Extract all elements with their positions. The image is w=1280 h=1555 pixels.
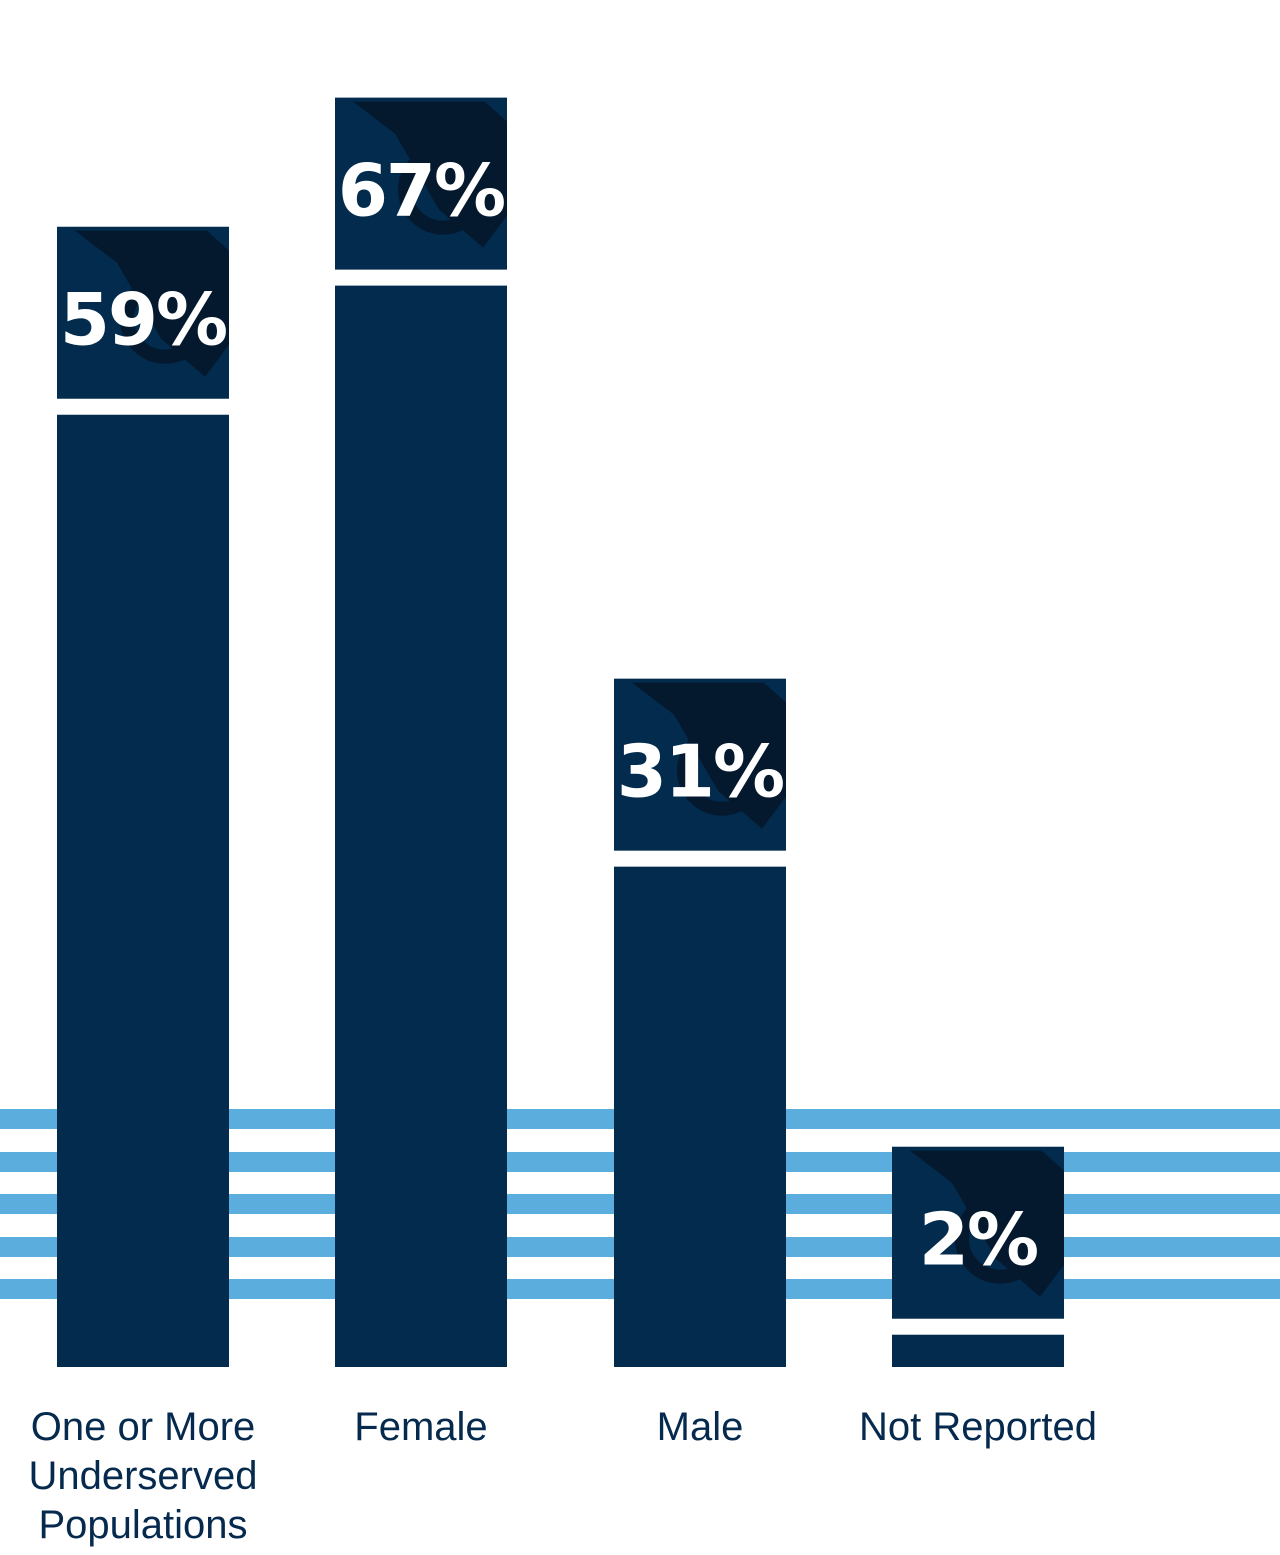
category-label-line: Underserved xyxy=(28,1454,257,1498)
category-label: One or More Underserved Populations xyxy=(28,1405,257,1547)
category-label: Not Reported xyxy=(859,1405,1097,1449)
category-label-line: Populations xyxy=(38,1503,247,1547)
bar-group-2: 67% xyxy=(335,97,507,1367)
shield-logo-icon xyxy=(632,682,786,829)
bar-group-4: 2% xyxy=(892,1146,1064,1367)
category-label: Male xyxy=(657,1405,744,1449)
value-label: 67% xyxy=(338,149,504,233)
bar xyxy=(57,414,229,1367)
value-label: 59% xyxy=(60,278,226,362)
category-label-line: Female xyxy=(354,1405,487,1449)
category-labels: One or More Underserved Populations Female M… xyxy=(28,1405,1096,1547)
bar xyxy=(892,1334,1064,1367)
category-label-line: One or More xyxy=(31,1405,256,1449)
shield-logo-icon xyxy=(353,101,507,248)
bar-group-1: 59% xyxy=(57,226,229,1367)
category-label-line: Not Reported xyxy=(859,1405,1097,1449)
bar xyxy=(614,866,786,1367)
category-label: Female xyxy=(354,1405,487,1449)
value-label: 31% xyxy=(617,730,783,814)
shield-logo-icon xyxy=(75,230,229,377)
category-label-line: Male xyxy=(657,1405,744,1449)
bars-layer: 59% 67% 31% 2% xyxy=(57,97,1064,1367)
bar xyxy=(335,285,507,1367)
bar-group-3: 31% xyxy=(614,678,786,1367)
shield-logo-icon xyxy=(910,1150,1064,1297)
value-label: 2% xyxy=(919,1198,1037,1282)
